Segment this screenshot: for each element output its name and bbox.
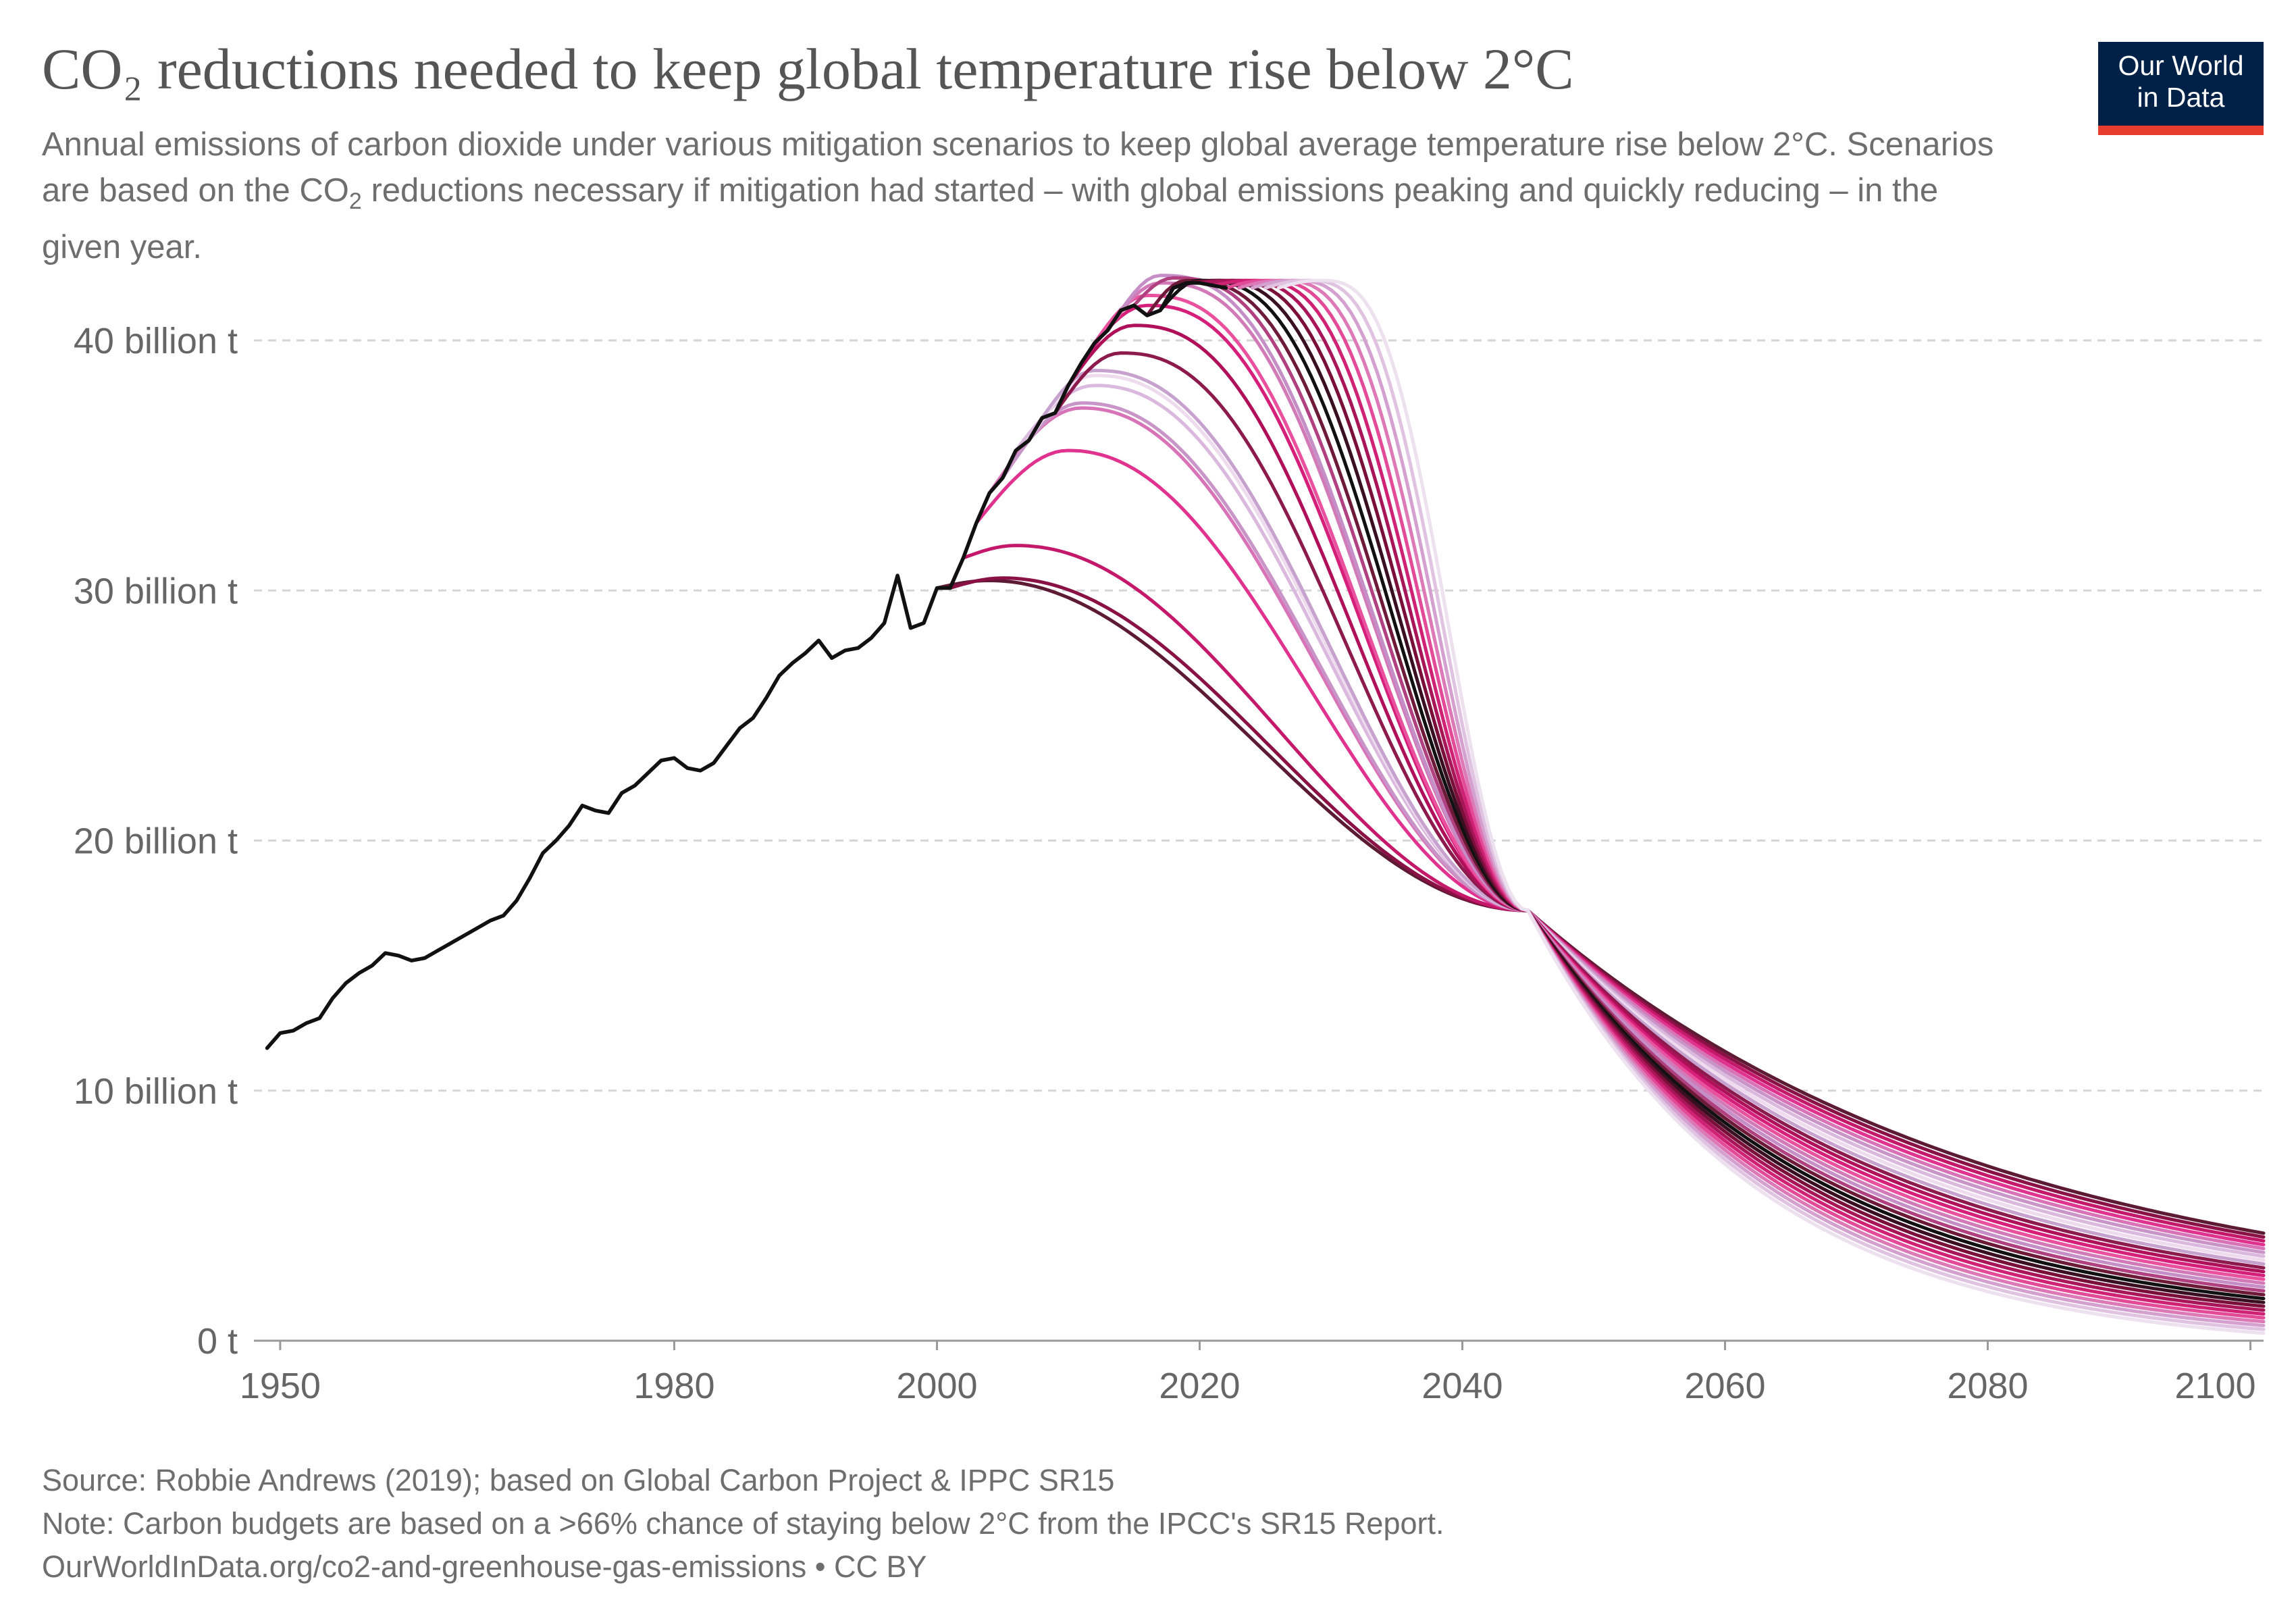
subtitle-subscript: 2 xyxy=(348,188,362,214)
subtitle-text-2: reductions necessary if mitigation had s… xyxy=(42,172,1939,265)
historical-layer xyxy=(265,281,1228,1050)
source-url[interactable]: OurWorldInData.org/co2-and-greenhouse-ga… xyxy=(42,1549,927,1584)
chart-subtitle: Annual emissions of carbon dioxide under… xyxy=(42,122,2000,270)
scenario-line xyxy=(1224,278,2266,1320)
scenario-line xyxy=(1263,278,2266,1331)
footer: Source: Robbie Andrews (2019); based on … xyxy=(42,1459,1444,1589)
scenario-line xyxy=(961,544,2266,1243)
scenario-line xyxy=(1066,324,2266,1274)
x-tick-label: 1980 xyxy=(633,1366,714,1406)
scenario-line xyxy=(1014,384,2266,1258)
scenario-line xyxy=(1001,401,2266,1254)
logo-line-2: in Data xyxy=(2137,82,2225,113)
scenario-line xyxy=(1158,278,2266,1301)
owid-logo[interactable]: Our World in Data xyxy=(2098,42,2264,135)
x-tick-label: 2040 xyxy=(1421,1366,1503,1406)
y-tick-label: 40 billion t xyxy=(74,321,238,361)
x-axis: 1950 1980 2000 2020 2040 2060 2080 2100 xyxy=(240,1339,2264,1406)
scenario-line xyxy=(1276,278,2266,1335)
scenario-line xyxy=(987,406,2266,1251)
scenario-line xyxy=(1198,278,2266,1312)
scenario-line xyxy=(935,579,2266,1235)
scenario-line xyxy=(1184,278,2266,1308)
x-tick-label: 2000 xyxy=(896,1366,977,1406)
y-tick-label: 30 billion t xyxy=(74,571,238,611)
subtitle-text-1: Annual emissions of carbon dioxide under… xyxy=(42,126,1994,209)
logo-line-1: Our World xyxy=(2118,50,2244,81)
scenario-line xyxy=(1250,278,2266,1327)
x-tick-label: 2080 xyxy=(1947,1366,2028,1406)
x-tick-label: 2020 xyxy=(1159,1366,1240,1406)
historical-emissions-line xyxy=(265,281,1228,1050)
scenario-line xyxy=(1172,278,2266,1304)
scenario-lines xyxy=(935,274,2266,1335)
grid-layer xyxy=(254,339,2264,1092)
source-note: Source: Robbie Andrews (2019); based on … xyxy=(42,1463,1115,1497)
y-tick-label: 10 billion t xyxy=(74,1071,238,1112)
scenario-line xyxy=(1237,278,2266,1324)
y-tick-label: 20 billion t xyxy=(74,821,238,862)
scenario-line xyxy=(1040,369,2266,1266)
scenario-line xyxy=(1105,281,2266,1285)
x-tick-label: 1950 xyxy=(240,1366,321,1406)
scenario-line xyxy=(1211,278,2266,1316)
y-tick-label: 0 t xyxy=(197,1321,238,1362)
scenario-line xyxy=(974,448,2266,1247)
scenario-line xyxy=(1132,276,2266,1293)
scenario-line xyxy=(1079,303,2266,1277)
x-tick-label: 2060 xyxy=(1684,1366,1765,1406)
chart-title: CO₂ reductions needed to keep global tem… xyxy=(42,36,1574,101)
carbon-budget-note: Note: Carbon budgets are based on a >66%… xyxy=(42,1506,1444,1541)
scenario-line xyxy=(1053,351,2266,1270)
scenario-line xyxy=(1027,374,2266,1262)
x-tick-label: 2100 xyxy=(2174,1366,2255,1406)
scenario-line xyxy=(1093,293,2266,1281)
scenario-line xyxy=(1119,274,2266,1289)
scenario-line xyxy=(948,576,2266,1239)
y-axis-labels: 0 t 10 billion t 20 billion t 30 billion t 4… xyxy=(74,321,238,1362)
scenario-line xyxy=(1145,278,2266,1297)
